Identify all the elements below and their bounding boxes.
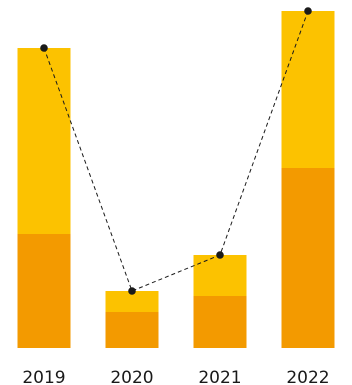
bar-2022-segment-2 [281, 11, 335, 168]
x-tick-label-2021: 2021 [198, 368, 241, 385]
trend-point-2019 [40, 44, 48, 52]
bar-2020-segment-2 [105, 291, 159, 312]
bar-2021-segment-2 [193, 255, 247, 296]
trend-point-2021 [216, 251, 224, 259]
trend-line [43, 10, 309, 292]
bar-2022-segment-1 [281, 168, 335, 348]
x-axis: 2019 2020 2021 2022 [22, 368, 329, 385]
x-tick-label-2020: 2020 [110, 368, 153, 385]
bar-2020-segment-1 [105, 312, 159, 348]
trend-point-2022 [304, 7, 312, 15]
bar-2019-segment-2 [17, 48, 71, 234]
bar-2019-segment-1 [17, 234, 71, 348]
trend-line-layer [40, 7, 312, 295]
x-tick-label-2019: 2019 [22, 368, 65, 385]
bar-2021-segment-1 [193, 296, 247, 348]
trend-point-2020 [128, 287, 136, 295]
x-tick-label-2022: 2022 [286, 368, 329, 385]
bars-layer [17, 11, 335, 348]
